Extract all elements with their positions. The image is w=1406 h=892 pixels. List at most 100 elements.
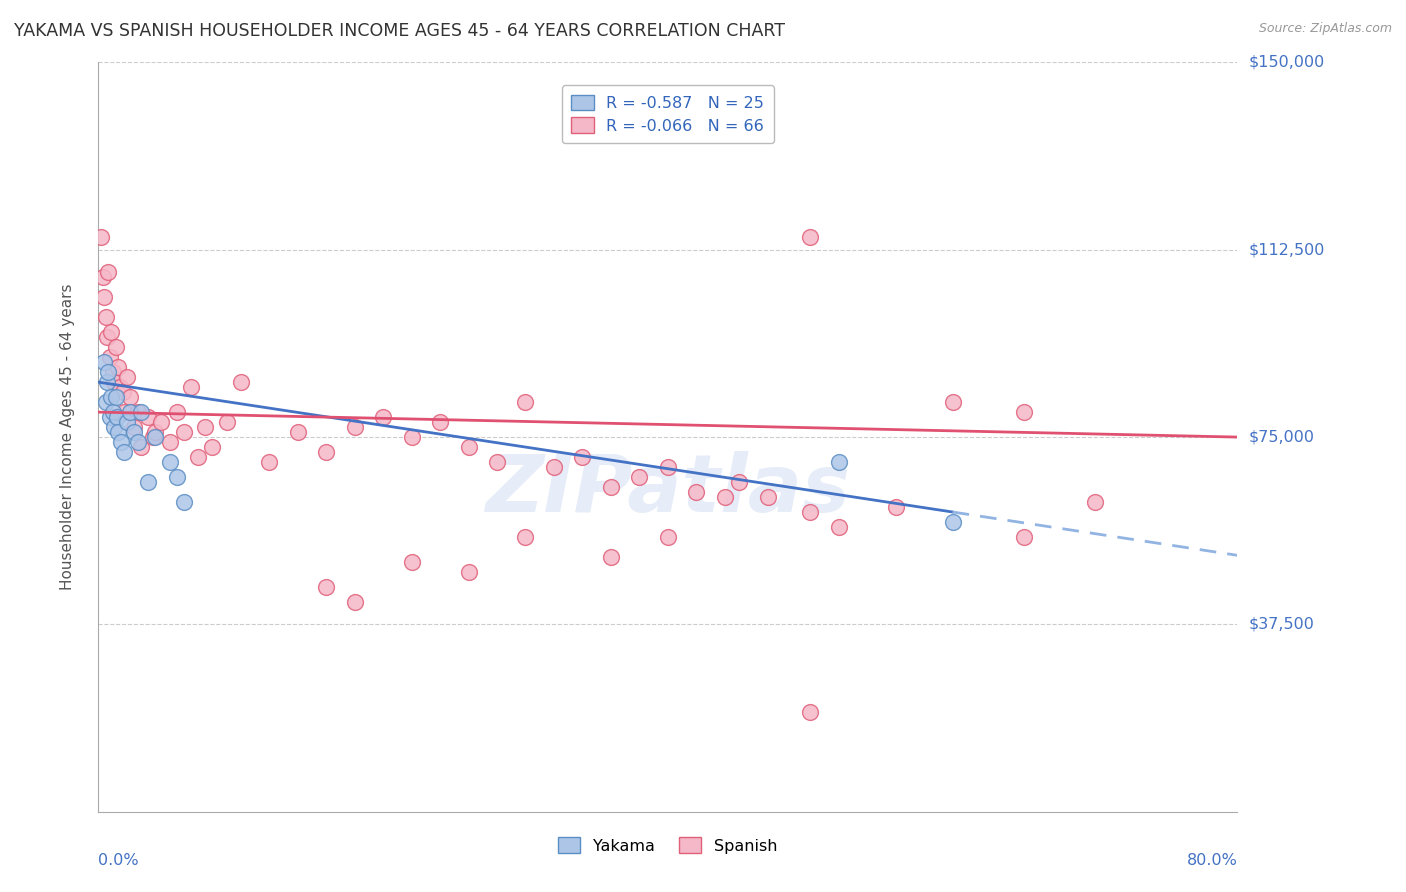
Point	[136, 475, 159, 489]
Point	[401, 555, 423, 569]
Point	[429, 415, 451, 429]
Point	[215, 415, 238, 429]
Point	[600, 549, 623, 564]
Point	[515, 530, 537, 544]
Point	[259, 455, 281, 469]
Point	[118, 405, 141, 419]
Point	[343, 595, 366, 609]
Point	[100, 390, 122, 404]
Point	[118, 390, 141, 404]
Point	[1012, 530, 1035, 544]
Point	[194, 420, 217, 434]
Point	[97, 265, 120, 279]
Text: YAKAMA VS SPANISH HOUSEHOLDER INCOME AGES 45 - 64 YEARS CORRELATION CHART: YAKAMA VS SPANISH HOUSEHOLDER INCOME AGE…	[14, 22, 785, 40]
Point	[799, 505, 821, 519]
Point	[714, 490, 737, 504]
Point	[111, 385, 134, 400]
Point	[107, 360, 129, 375]
Point	[145, 430, 167, 444]
Point	[457, 440, 479, 454]
Point	[129, 440, 152, 454]
Point	[401, 430, 423, 444]
Point	[543, 460, 565, 475]
Point	[315, 580, 337, 594]
Text: 0.0%: 0.0%	[98, 853, 139, 868]
Point	[129, 405, 152, 419]
Point	[315, 445, 337, 459]
Point	[600, 480, 623, 494]
Point	[828, 455, 851, 469]
Point	[159, 435, 181, 450]
Point	[201, 440, 224, 454]
Point	[657, 530, 679, 544]
Point	[136, 410, 159, 425]
Point	[108, 380, 131, 394]
Text: ZIPatlas: ZIPatlas	[485, 450, 851, 529]
Point	[104, 340, 127, 354]
Point	[287, 425, 309, 439]
Text: 80.0%: 80.0%	[1187, 853, 1237, 868]
Point	[180, 380, 202, 394]
Point	[515, 395, 537, 409]
Point	[1012, 405, 1035, 419]
Point	[159, 455, 181, 469]
Point	[127, 435, 149, 450]
Point	[94, 395, 117, 409]
Point	[94, 310, 117, 325]
Text: Source: ZipAtlas.com: Source: ZipAtlas.com	[1258, 22, 1392, 36]
Point	[96, 330, 118, 344]
Point	[93, 290, 115, 304]
Point	[103, 420, 125, 434]
Point	[90, 230, 112, 244]
Point	[112, 445, 135, 459]
Point	[628, 470, 651, 484]
Point	[122, 420, 145, 434]
Point	[96, 375, 118, 389]
Text: $75,000: $75,000	[1249, 430, 1315, 444]
Point	[166, 405, 188, 419]
Point	[942, 395, 965, 409]
Point	[91, 270, 114, 285]
Point	[173, 425, 195, 439]
Point	[93, 355, 115, 369]
Point	[173, 495, 195, 509]
Y-axis label: Householder Income Ages 45 - 64 years: Householder Income Ages 45 - 64 years	[60, 284, 75, 591]
Point	[457, 565, 479, 579]
Point	[187, 450, 209, 464]
Point	[104, 390, 127, 404]
Point	[101, 405, 124, 419]
Point	[112, 405, 135, 419]
Text: $150,000: $150,000	[1249, 55, 1324, 70]
Point	[150, 415, 173, 429]
Point	[756, 490, 779, 504]
Point	[115, 370, 138, 384]
Point	[343, 420, 366, 434]
Legend: Yakama, Spanish: Yakama, Spanish	[551, 831, 785, 860]
Point	[685, 485, 707, 500]
Point	[799, 230, 821, 244]
Point	[101, 365, 124, 379]
Text: $112,500: $112,500	[1249, 243, 1324, 257]
Point	[799, 705, 821, 719]
Point	[486, 455, 509, 469]
Point	[145, 425, 167, 439]
Point	[141, 430, 163, 444]
Point	[1084, 495, 1107, 509]
Point	[884, 500, 907, 514]
Point	[828, 520, 851, 534]
Point	[103, 375, 125, 389]
Point	[97, 365, 120, 379]
Point	[373, 410, 395, 425]
Point	[127, 405, 149, 419]
Point	[105, 410, 128, 425]
Point	[571, 450, 593, 464]
Point	[107, 425, 129, 439]
Point	[229, 375, 252, 389]
Point	[657, 460, 679, 475]
Text: $37,500: $37,500	[1249, 617, 1315, 632]
Point	[942, 515, 965, 529]
Point	[728, 475, 751, 489]
Point	[166, 470, 188, 484]
Point	[110, 435, 132, 450]
Point	[98, 350, 121, 364]
